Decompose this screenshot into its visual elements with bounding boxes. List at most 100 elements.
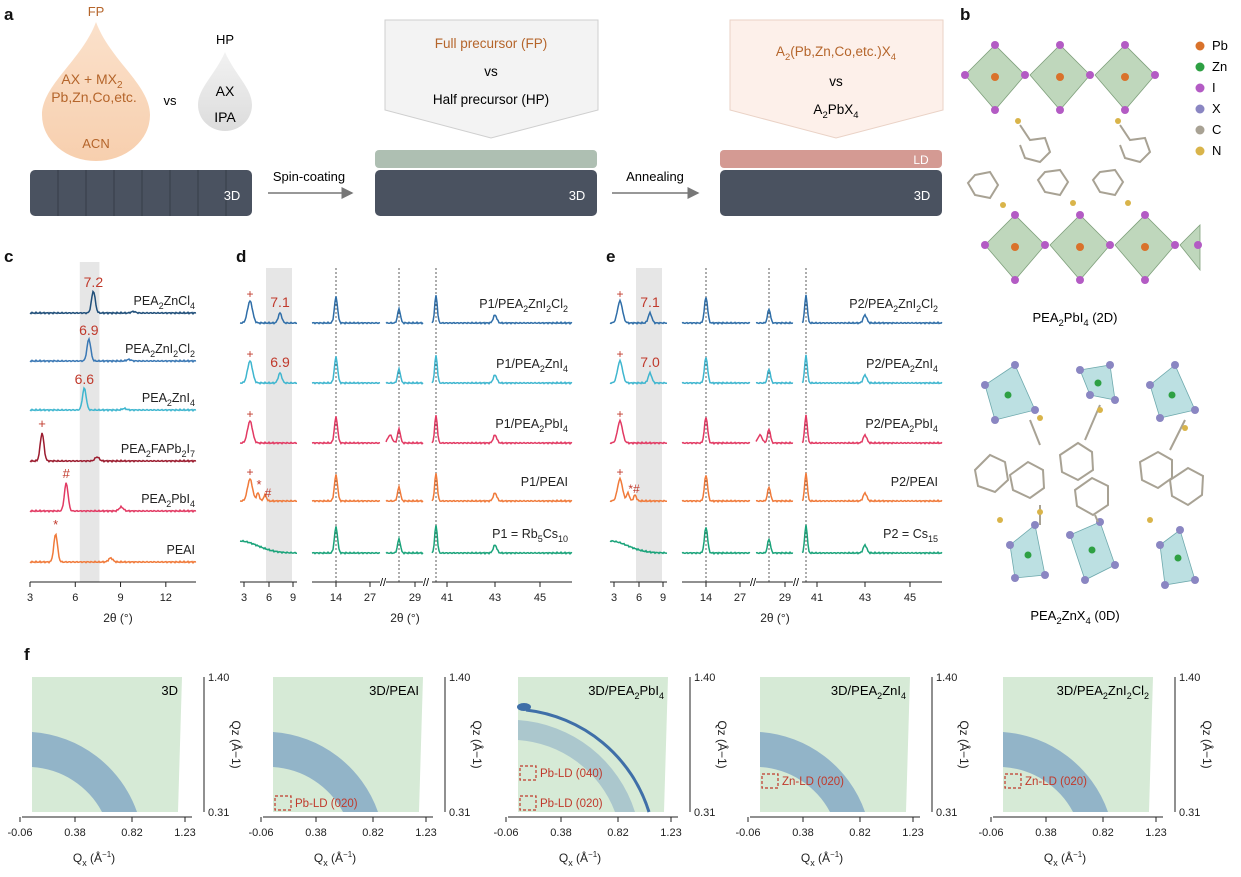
marker-plus: + [246, 407, 253, 421]
series-label: P2/PEAI [891, 475, 938, 489]
marker-star-hash: *# [628, 482, 640, 496]
y-tick-label: 1.40 [449, 672, 470, 684]
axis-break: // [793, 577, 800, 589]
panel-a-label: a [4, 5, 14, 24]
peak-label: * [53, 517, 58, 532]
gi-background [518, 677, 668, 812]
box2-vs: vs [829, 74, 843, 89]
y-axis-label: Qz (Å−1) [470, 720, 485, 768]
series-P1/PEA2ZnI4-low [239, 359, 298, 385]
legend-dot-x [1195, 104, 1205, 114]
structure-0d [973, 361, 1205, 589]
panel-e-label: e [606, 247, 615, 266]
peak-label: # [63, 466, 71, 481]
series-P2/PEA2ZnI4-third [755, 367, 794, 385]
series-P2/PEA2PbI4-low [609, 418, 668, 445]
series-P1 = Rb5Cs10-third [385, 535, 424, 555]
box2-line2: A2PbX4 [813, 102, 858, 121]
series-label: P1/PEA2PbI4 [495, 417, 568, 434]
series-P2/PEA2ZnI2Cl2-high [801, 294, 943, 325]
x-axis-label: Qx (Å−1) [73, 850, 115, 868]
legend-label-c: C [1212, 122, 1221, 137]
fp-line1: AX + MX2 [61, 71, 123, 91]
gi-map-3: 3D/PEA2PbI4 Pb-LD (040) Pb-LD (020) -0.06 0.… [493, 672, 730, 868]
annotation-box [519, 795, 537, 811]
x-tick-label: 43 [489, 592, 501, 604]
x-tick-label: 9 [660, 592, 666, 604]
series-P2/PEAI-third [755, 485, 794, 503]
series-P2/PEA2ZnI2Cl2-third [755, 307, 794, 325]
step-spin-coating: Spin-coating [273, 169, 345, 184]
marker-plus: + [616, 407, 623, 421]
series-P2/PEA2ZnI4-low [609, 358, 668, 385]
marker-plus: + [246, 465, 253, 479]
y-axis-label: Qz (Å−1) [229, 720, 244, 768]
x-tick-label: 0.38 [550, 827, 571, 839]
marker-plus: + [616, 465, 623, 479]
series-P1/PEAI-high [431, 473, 573, 503]
series-label: P2/PEA2ZnI2Cl2 [849, 297, 938, 314]
highlight-band [79, 262, 100, 582]
y-tick-label: 1.40 [208, 672, 229, 684]
gi-map-1: 3D -0.06 0.38 0.82 1.23 Qx (Å−1) 1.40 0.31 Qz (Å… [7, 672, 244, 868]
series-label: P1 = Rb5Cs10 [492, 527, 568, 544]
x-tick-label: 1.23 [902, 827, 923, 839]
x-tick-label: 6 [72, 592, 78, 604]
series-P2/PEAI-mid [681, 475, 751, 503]
gi-map-4: 3D/PEA2ZnI4 Zn-LD (020) -0.06 0.38 0.82 1.23 Q… [735, 672, 972, 868]
x-tick-label: 9 [117, 592, 123, 604]
gi-title: 3D/PEAI [369, 683, 419, 698]
gi-title: 3D/PEA2PbI4 [588, 683, 664, 701]
x-tick-label: 12 [160, 592, 172, 604]
series-P2 = Cs15-high [801, 524, 943, 555]
box1-line1: Full precursor (FP) [435, 36, 548, 51]
series-P1/PEA2ZnI4-mid [311, 356, 381, 385]
series-PEA2ZnI2Cl2 [29, 336, 197, 363]
x-tick-label: 0.38 [1035, 827, 1056, 839]
y-axis-label: Qz (Å−1) [715, 720, 730, 768]
x-tick-label: 0.38 [792, 827, 813, 839]
peak-label: 7.0 [640, 354, 660, 370]
x-tick-label: 1.23 [1145, 827, 1166, 839]
x-tick-label: -0.06 [7, 827, 32, 839]
x-tick-label: 14 [700, 592, 712, 604]
series-label: P1/PEA2ZnI4 [496, 357, 568, 374]
series-label: PEA2ZnI2Cl2 [125, 342, 195, 359]
x-tick-label: 0.82 [607, 827, 628, 839]
diffraction-ring [760, 732, 865, 812]
series-P2/PEA2ZnI4-high [801, 354, 943, 385]
fp-drop [42, 22, 150, 161]
hp-title: HP [216, 32, 234, 47]
x-tick-label: -0.06 [735, 827, 760, 839]
legend-dot-n [1195, 146, 1205, 156]
series-label: P2/PEA2ZnI4 [866, 357, 938, 374]
slab-3d-3: 3D [720, 170, 942, 216]
legend-dot-pb [1195, 41, 1205, 51]
series-label: PEA2FAPb2I7 [121, 442, 195, 459]
box1-line2: Half precursor (HP) [433, 92, 549, 107]
y-tick-label: 0.31 [208, 807, 229, 819]
legend-label-i: I [1212, 80, 1216, 95]
y-tick-label: 0.31 [1179, 807, 1200, 819]
panel-f-label: f [24, 645, 30, 664]
series-PEA2PbI4 [29, 482, 197, 513]
x-tick-label: 41 [811, 592, 823, 604]
x-tick-label: 45 [904, 592, 916, 604]
series-P1/PEA2ZnI2Cl2-third [385, 305, 424, 325]
series-P2 = Cs15-third [755, 537, 794, 555]
ld-layer [720, 150, 942, 168]
series-P1/PEA2ZnI2Cl2-low [239, 299, 298, 325]
peak-label: 7.1 [640, 294, 660, 310]
axis-break: // [423, 577, 430, 589]
x-axis-label: 2θ (°) [760, 611, 789, 625]
series-P1 = Rb5Cs10-low [239, 539, 297, 555]
gi-title: 3D/PEA2ZnI4 [831, 683, 906, 701]
series-label: PEA2ZnCl4 [134, 294, 195, 311]
series-P1/PEA2ZnI4-third [385, 365, 424, 385]
x-tick-label: 14 [330, 592, 342, 604]
series-P2 = Cs15-low [609, 539, 668, 555]
y-tick-label: 0.31 [936, 807, 957, 819]
y-tick-label: 1.40 [694, 672, 715, 684]
y-axis-label: Qz (Å−1) [957, 720, 972, 768]
ld-spot [517, 703, 531, 711]
